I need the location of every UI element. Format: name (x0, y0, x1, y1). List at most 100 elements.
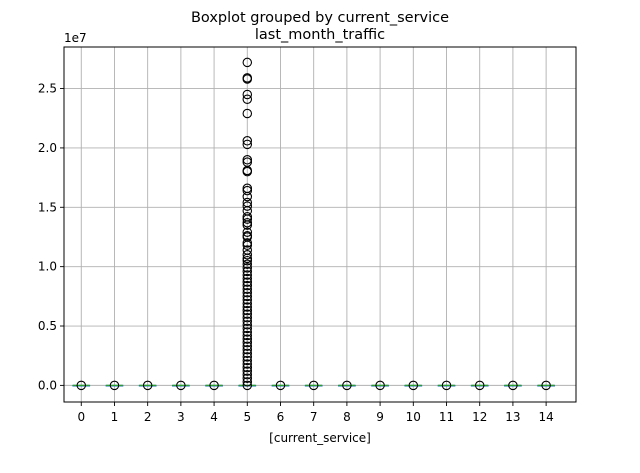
flier-point (242, 334, 253, 344)
y-tick-label: 0.5 (38, 319, 57, 333)
x-axis-label: [current_service] (269, 431, 371, 445)
flier-point (242, 277, 253, 287)
flier-point (209, 380, 219, 391)
x-tick-label: 5 (243, 410, 251, 424)
flier-point (242, 270, 253, 280)
flier-point (242, 238, 253, 248)
x-tick-label: 12 (472, 410, 487, 424)
flier-point (242, 94, 253, 104)
flier-point (242, 214, 253, 224)
flier-point (242, 345, 253, 355)
x-tick-label: 3 (177, 410, 185, 424)
flier-point (242, 284, 253, 294)
flier-point (242, 295, 253, 305)
flier-point (242, 327, 253, 337)
x-tick-label: 6 (277, 410, 285, 424)
flier-point (142, 380, 153, 391)
flier-point (242, 355, 253, 366)
flier-point (242, 369, 253, 380)
flier-point (242, 220, 253, 230)
y-tick-label: 2.5 (38, 82, 57, 96)
flier-point (242, 273, 253, 284)
flier-point (242, 217, 253, 228)
flier-point (242, 139, 253, 150)
flier-point (375, 380, 385, 391)
flier-point (242, 136, 253, 146)
plot-frame (63, 46, 577, 403)
y-offset-label: 1e7 (64, 31, 87, 45)
x-tick-label: 1 (111, 410, 119, 424)
flier-point (541, 380, 551, 391)
x-tick-label: 2 (144, 410, 152, 424)
x-tick-label: 8 (343, 410, 351, 424)
x-tick-label: 10 (406, 410, 421, 424)
chart-subtitle: last_month_traffic (255, 27, 385, 43)
flier-point (242, 302, 253, 312)
flier-point (441, 380, 452, 391)
flier-point (76, 380, 87, 391)
flier-point (242, 291, 253, 302)
flier-point (242, 255, 253, 266)
y-tick-label: 0.0 (38, 378, 57, 392)
flier-point (242, 57, 253, 68)
flier-point (242, 240, 253, 251)
flier-point (242, 337, 253, 348)
flier-point (242, 288, 253, 298)
flier-point (242, 185, 253, 196)
flier-point (242, 201, 253, 211)
y-tick-label: 2.0 (38, 141, 57, 155)
flier-point (242, 166, 253, 177)
boxes (72, 384, 555, 387)
x-tick-label: 4 (210, 410, 218, 424)
flier-point (242, 377, 253, 387)
x-tick-label: 11 (439, 410, 454, 424)
flier-point (308, 380, 319, 391)
flier-point (242, 89, 253, 100)
flier-point (408, 380, 419, 391)
flier-point (242, 309, 253, 319)
flier-point (242, 362, 253, 373)
x-tick-label: 9 (376, 410, 384, 424)
y-tick-label: 1.5 (38, 200, 57, 214)
flier-point (342, 380, 352, 391)
x-tick-label: 0 (77, 410, 85, 424)
flier-point (242, 359, 253, 369)
x-tick-label: 7 (310, 410, 318, 424)
flier-point (242, 366, 253, 376)
flier-point (508, 380, 518, 391)
y-tick-label: 1.0 (38, 260, 57, 274)
flier-point (474, 380, 485, 391)
flier-point (242, 263, 253, 273)
fliers (76, 57, 551, 391)
flier-point (242, 380, 253, 391)
flier-point (242, 305, 253, 316)
flier-point (242, 155, 253, 165)
x-tick-label: 13 (505, 410, 520, 424)
flier-point (242, 312, 253, 323)
grid (64, 47, 576, 402)
flier-point (242, 253, 253, 264)
flier-point (242, 250, 253, 260)
flier-point (109, 380, 120, 391)
flier-point (242, 373, 253, 384)
flier-point (242, 259, 253, 270)
x-tick-label: 14 (538, 410, 553, 424)
flier-point (242, 323, 253, 334)
flier-point (242, 348, 253, 359)
flier-point (242, 280, 253, 291)
flier-point (242, 330, 253, 341)
flier-point (275, 380, 286, 391)
chart-title: Boxplot grouped by current_service (191, 10, 449, 26)
flier-point (242, 74, 253, 84)
flier-point (242, 298, 253, 309)
flier-point (242, 191, 253, 202)
flier-point (242, 316, 253, 327)
flier-point (176, 380, 186, 391)
flier-point (242, 108, 253, 119)
flier-point (242, 266, 253, 277)
y-axis: 0.0 0.5 1.0 1.5 2.0 2.5 (38, 82, 64, 392)
flier-point (242, 227, 253, 237)
x-axis: 0 1 2 3 4 5 6 7 8 9 10 11 12 13 14 (77, 402, 554, 424)
flier-point (242, 320, 253, 330)
